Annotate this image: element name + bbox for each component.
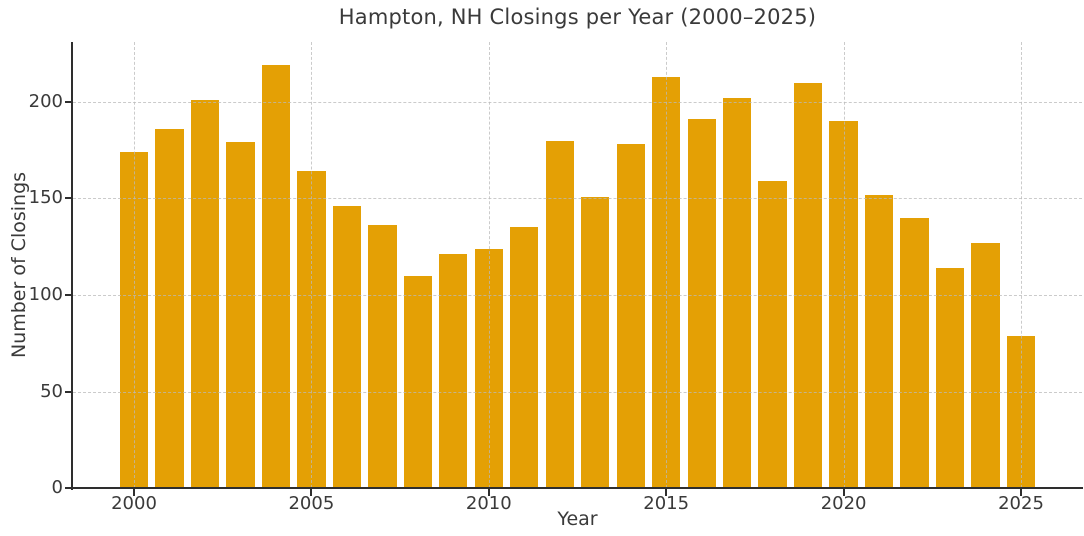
x-tick-mark-2015 <box>665 489 668 496</box>
h-gridline-200 <box>73 101 1082 103</box>
y-tick-mark-150 <box>65 197 73 200</box>
bar-2011 <box>510 227 539 488</box>
x-axis-spine <box>71 487 1083 489</box>
bar-2025 <box>1006 335 1036 488</box>
y-tick-label-150: 150 <box>28 187 63 209</box>
x-tick-mark-2005 <box>310 489 313 496</box>
y-tick-label-100: 100 <box>28 283 63 305</box>
x-tick-mark-2020 <box>842 489 845 496</box>
y-tick-mark-50 <box>65 390 73 393</box>
y-tick-label-200: 200 <box>28 90 63 112</box>
bar-2005 <box>297 171 326 488</box>
chart-title: Hampton, NH Closings per Year (2000–2025… <box>338 5 817 29</box>
y-tick-label-50: 50 <box>40 380 63 402</box>
x-tick-label-2015: 2015 <box>643 493 690 514</box>
bar-2009 <box>439 254 468 488</box>
h-gridline-50 <box>73 391 1082 393</box>
y-axis-spine <box>71 42 73 490</box>
bar-2006 <box>332 206 362 488</box>
bar-2021 <box>864 194 894 488</box>
bar-2007 <box>368 225 397 488</box>
x-tick-mark-2000 <box>133 489 135 496</box>
bar-2015 <box>652 76 681 488</box>
bar-2019 <box>793 82 823 488</box>
h-gridline-150 <box>73 198 1082 200</box>
bar-2004 <box>261 65 291 488</box>
bar-2012 <box>545 140 574 488</box>
bar-2003 <box>226 142 255 488</box>
x-tick-label-2010: 2010 <box>465 493 512 514</box>
y-tick-mark-0 <box>65 487 73 489</box>
x-tick-label-2020: 2020 <box>820 493 867 514</box>
x-axis-label: Year <box>557 508 598 530</box>
bar-2016 <box>687 119 716 488</box>
bar-2014 <box>616 144 645 488</box>
y-tick-mark-100 <box>65 293 73 296</box>
bar-2002 <box>190 99 220 488</box>
x-tick-mark-2025 <box>1020 489 1022 496</box>
bar-2017 <box>723 98 752 488</box>
plot-area <box>73 42 1082 488</box>
x-tick-mark-2010 <box>487 489 490 496</box>
bar-2018 <box>758 181 787 488</box>
bar-2020 <box>829 121 858 488</box>
x-tick-label-2000: 2000 <box>111 493 157 514</box>
bar-2022 <box>900 217 929 488</box>
y-tick-label-0: 0 <box>51 477 63 498</box>
h-gridline-100 <box>73 294 1082 296</box>
bar-2001 <box>155 128 184 488</box>
x-tick-label-2005: 2005 <box>288 493 335 514</box>
bar-2013 <box>581 196 610 488</box>
bar-2000 <box>119 152 149 488</box>
x-tick-label-2025: 2025 <box>998 493 1044 514</box>
bar-2023 <box>935 267 965 488</box>
y-tick-mark-200 <box>65 100 73 103</box>
bar-2010 <box>474 248 503 488</box>
bar-2008 <box>403 275 433 488</box>
bar-2024 <box>971 242 1000 488</box>
